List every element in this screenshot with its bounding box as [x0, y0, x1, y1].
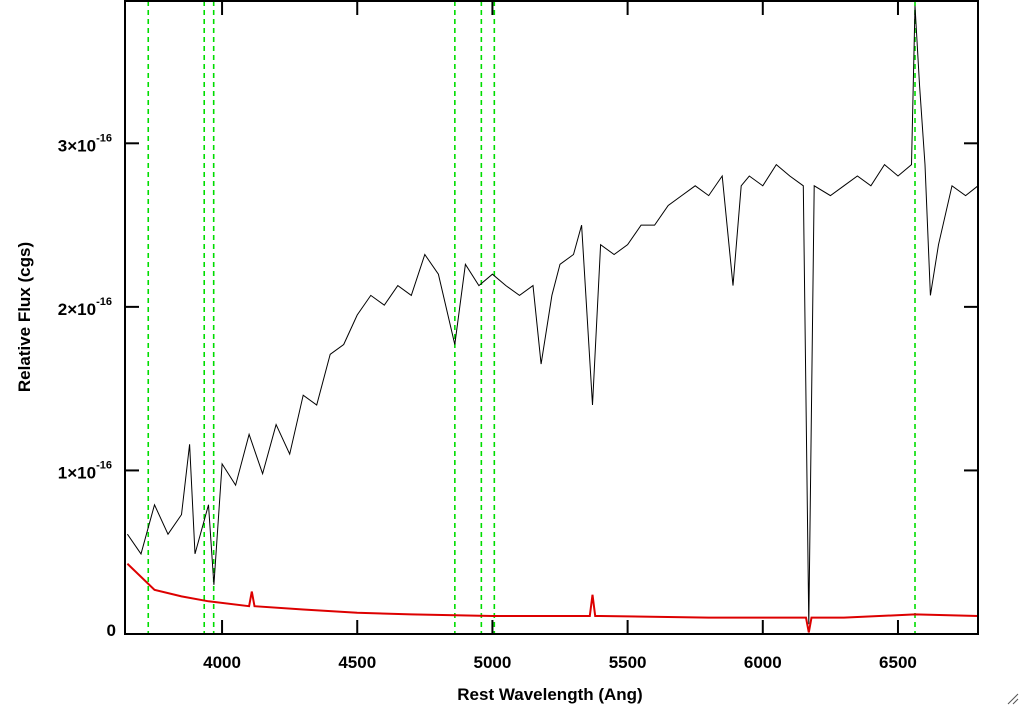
y-tick-label: 0 [107, 621, 116, 640]
y-tick-label: 1×10-16 [58, 459, 112, 482]
y-tick-label: 2×10-16 [58, 296, 112, 319]
y-tick-mantissa: 3×10 [58, 136, 96, 155]
y-axis-title: Relative Flux (cgs) [15, 242, 34, 392]
resize-grip [1007, 693, 1019, 705]
x-tick-label: 5500 [609, 653, 647, 672]
y-tick-mantissa: 2×10 [58, 300, 96, 319]
y-tick-mantissa: 1×10 [58, 463, 96, 482]
spectrum-line [126, 562, 979, 633]
y-tick-label: 3×10-16 [58, 132, 112, 155]
x-tick-label: 4000 [203, 653, 241, 672]
x-tick-label: 4500 [338, 653, 376, 672]
plot-frame [124, 0, 979, 635]
x-tick-label: 5000 [474, 653, 512, 672]
y-tick-exponent: -16 [96, 296, 112, 308]
x-axis-title: Rest Wavelength (Ang) [457, 685, 642, 704]
spectrum-line [126, 5, 979, 625]
y-tick-exponent: -16 [96, 132, 112, 144]
x-tick-label: 6500 [879, 653, 917, 672]
y-tick-exponent: -16 [96, 459, 112, 471]
x-tick-label: 6000 [744, 653, 782, 672]
